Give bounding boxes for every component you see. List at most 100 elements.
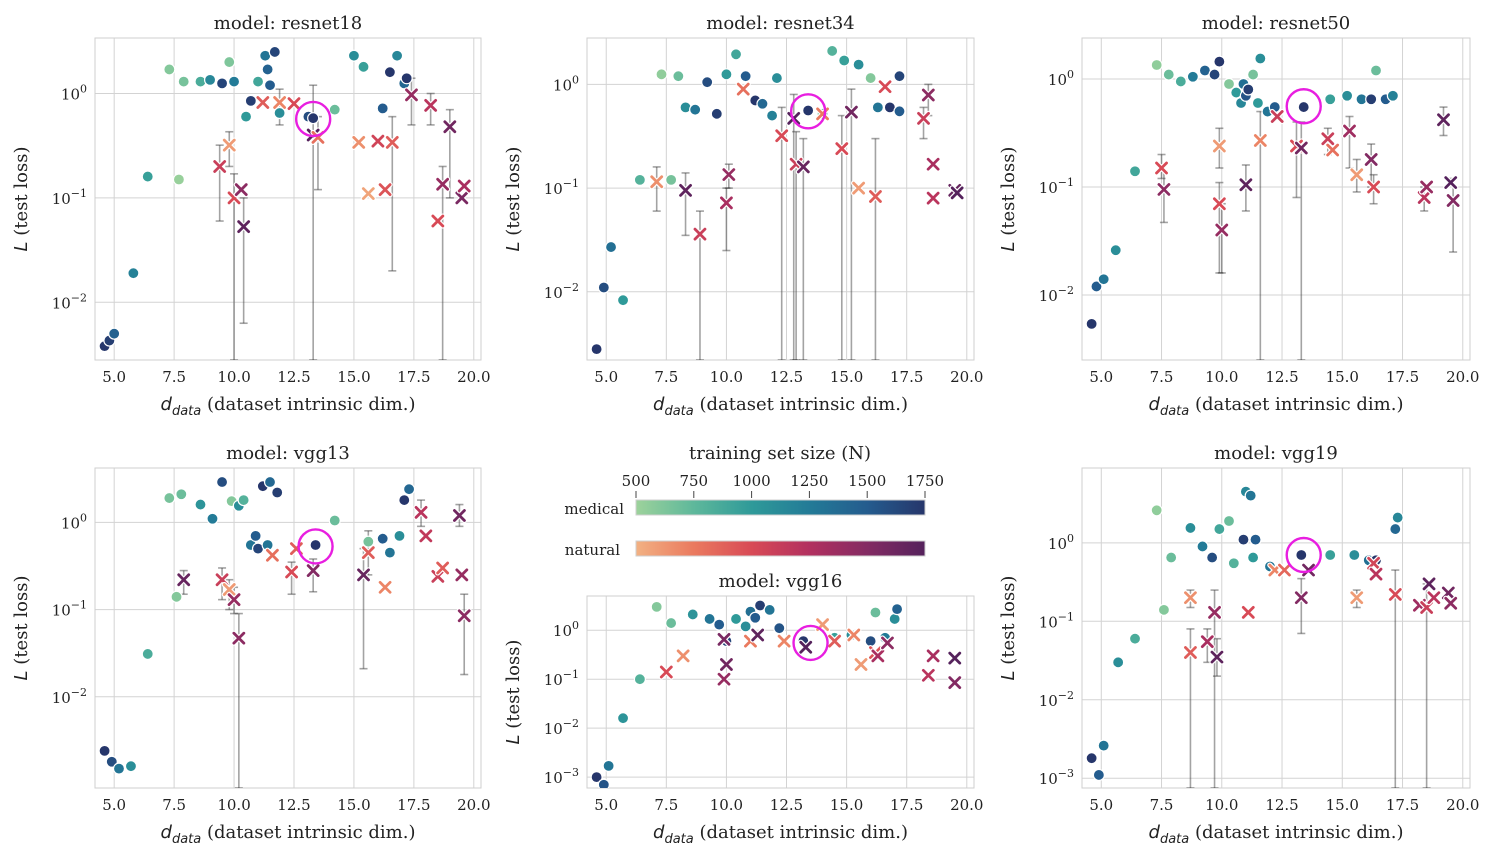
medical-point — [1213, 55, 1226, 68]
natural-point — [1419, 179, 1435, 195]
natural-point — [1153, 160, 1170, 176]
y-axis-label: L (test loss) — [998, 147, 1019, 252]
x-tick-label: 12.5 — [277, 796, 310, 814]
natural-point — [1276, 562, 1293, 578]
natural-point — [834, 141, 850, 157]
natural-point — [1300, 562, 1317, 578]
x-tick-label: 10.0 — [217, 796, 250, 814]
medical-point — [362, 535, 375, 548]
medical-point — [665, 616, 678, 630]
y-tick-label: 10−3 — [1039, 767, 1074, 788]
natural-point — [355, 567, 372, 583]
natural-point — [851, 180, 867, 196]
plot-area — [590, 44, 965, 360]
medical-point — [1150, 58, 1163, 72]
x-tick-label: 20.0 — [1446, 796, 1479, 814]
panel-resnet34: 5.0 7.5 10.0 12.5 15.0 17.5 20.0 10−2 10−1 100 mod… — [503, 13, 983, 419]
medical-point — [888, 612, 901, 626]
natural-point — [1387, 586, 1403, 603]
plot-frame — [94, 467, 482, 789]
natural-point — [221, 137, 237, 153]
natural-point — [1182, 590, 1199, 606]
natural-point — [925, 190, 941, 206]
natural-point — [264, 547, 281, 563]
x-tick-label: 20.0 — [1446, 368, 1479, 386]
natural-point — [920, 87, 936, 103]
medical-point — [655, 68, 668, 81]
medical-point — [163, 491, 176, 505]
natural-point — [879, 635, 896, 651]
medical-point — [893, 105, 906, 118]
medical-point — [1340, 89, 1354, 102]
medical-point — [1196, 540, 1209, 553]
medical-point — [686, 608, 699, 621]
plot-frame — [94, 37, 482, 361]
medical-point — [393, 529, 406, 542]
medical-point — [739, 70, 752, 83]
medical-point — [251, 75, 265, 88]
y-axis-label: L (test loss) — [11, 147, 32, 252]
natural-point — [920, 667, 936, 683]
medical-point — [1386, 89, 1399, 102]
medical-point — [268, 45, 281, 59]
medical-point — [1222, 514, 1236, 528]
medical-point — [357, 60, 370, 73]
natural-point — [1325, 142, 1341, 158]
medical-point — [175, 488, 188, 501]
medical-point — [1186, 70, 1199, 83]
medical-point — [309, 538, 322, 552]
medical-point — [1128, 632, 1142, 645]
medical-point — [1237, 533, 1250, 546]
plot-frame — [1081, 467, 1471, 789]
medical-point — [1157, 603, 1171, 616]
natural-point — [1443, 595, 1459, 611]
natural-point — [286, 96, 302, 112]
natural-point — [1349, 167, 1365, 183]
x-tick-label: 20.0 — [457, 368, 490, 386]
natural-point — [1443, 174, 1459, 191]
medical-point — [383, 66, 396, 79]
medical-point — [1109, 244, 1122, 257]
medical-point — [890, 603, 904, 616]
y-tick-label: 10−1 — [52, 187, 87, 208]
colorbar-medical — [635, 499, 926, 516]
x-tick-label: 12.5 — [277, 368, 310, 386]
medical-point — [1208, 68, 1221, 81]
y-tick-label: 10−2 — [1039, 284, 1074, 305]
medical-point — [1227, 557, 1240, 570]
medical-point — [1097, 739, 1110, 752]
plot-area — [1085, 52, 1461, 360]
medical-point — [770, 71, 783, 85]
medical-point — [1128, 165, 1142, 178]
x-tick-label: 15.0 — [830, 796, 863, 814]
natural-point — [1211, 196, 1227, 212]
medical-point — [1184, 521, 1197, 535]
y-tick-label: 10−1 — [52, 599, 87, 620]
medical-point — [729, 612, 743, 626]
x-tick-label: 5.0 — [594, 368, 618, 386]
medical-point — [710, 107, 723, 120]
x-tick-label: 20.0 — [950, 796, 983, 814]
medical-point — [249, 529, 262, 542]
natural-point — [1293, 140, 1309, 156]
x-tick-label: 5.0 — [102, 796, 126, 814]
plot-frame — [586, 595, 975, 789]
plot-area — [98, 475, 472, 788]
medical-point — [1369, 64, 1383, 77]
medical-point — [864, 634, 877, 648]
medical-point — [98, 744, 111, 757]
natural-point — [403, 87, 420, 103]
medical-point — [1206, 551, 1219, 564]
medical-point — [720, 68, 733, 81]
natural-point — [1426, 590, 1442, 606]
natural-point — [1320, 131, 1336, 147]
natural-point — [915, 110, 932, 126]
medical-point — [1249, 533, 1262, 546]
medical-point — [590, 343, 603, 356]
natural-point — [716, 631, 732, 647]
natural-point — [843, 104, 860, 120]
natural-point — [272, 94, 288, 111]
medical-point — [1112, 656, 1125, 669]
y-tick-label: 100 — [1048, 532, 1074, 553]
